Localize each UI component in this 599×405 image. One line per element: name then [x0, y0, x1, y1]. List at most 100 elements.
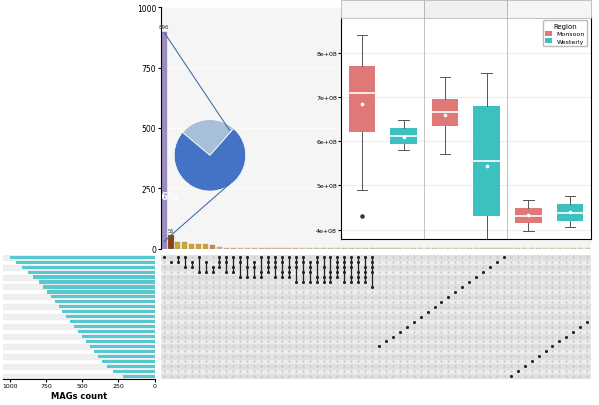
- Point: [513, 274, 522, 281]
- Point: [277, 269, 287, 276]
- Point: [353, 343, 363, 350]
- Point: [485, 279, 495, 286]
- Point: [527, 353, 537, 360]
- Bar: [293, 248, 298, 249]
- Point: [312, 328, 322, 335]
- Point: [361, 264, 370, 271]
- Point: [180, 319, 190, 325]
- Point: [513, 353, 522, 360]
- Point: [513, 324, 522, 330]
- Point: [264, 269, 273, 276]
- Point: [395, 274, 405, 281]
- Point: [576, 313, 585, 320]
- Point: [520, 264, 530, 271]
- Point: [409, 279, 419, 286]
- Point: [332, 363, 342, 369]
- Point: [499, 313, 509, 320]
- Point: [534, 333, 543, 340]
- Point: [235, 254, 245, 261]
- Point: [367, 299, 377, 305]
- Point: [284, 254, 294, 261]
- Point: [305, 264, 314, 271]
- Point: [416, 279, 425, 286]
- Point: [222, 333, 231, 340]
- Point: [437, 309, 446, 315]
- Point: [423, 309, 432, 315]
- Point: [340, 358, 349, 364]
- Point: [284, 333, 294, 340]
- Point: [520, 269, 530, 276]
- Point: [277, 328, 287, 335]
- Bar: [182, 243, 187, 249]
- Point: [367, 259, 377, 266]
- Point: [353, 368, 363, 375]
- Point: [568, 368, 578, 375]
- Point: [332, 259, 342, 266]
- Point: [222, 353, 231, 360]
- Point: [527, 358, 537, 364]
- Point: [402, 324, 412, 330]
- Point: [243, 269, 252, 276]
- Point: [513, 299, 522, 305]
- Point: [353, 289, 363, 296]
- Point: [326, 338, 335, 345]
- Point: [381, 343, 391, 350]
- Point: [485, 348, 495, 355]
- Point: [159, 313, 169, 320]
- Point: [520, 333, 530, 340]
- Point: [180, 353, 190, 360]
- Point: [353, 254, 363, 261]
- Point: [353, 373, 363, 379]
- Point: [506, 324, 516, 330]
- Point: [361, 299, 370, 305]
- Point: [437, 333, 446, 340]
- Point: [402, 338, 412, 345]
- Point: [485, 274, 495, 281]
- Point: [361, 279, 370, 286]
- Point: [547, 274, 557, 281]
- Point: [576, 294, 585, 301]
- Point: [527, 284, 537, 290]
- Point: [367, 333, 377, 340]
- Point: [534, 319, 543, 325]
- Point: [194, 254, 204, 261]
- Point: [395, 353, 405, 360]
- Point: [187, 274, 196, 281]
- Point: [332, 328, 342, 335]
- Point: [450, 254, 460, 261]
- Point: [520, 279, 530, 286]
- Bar: [3, 354, 155, 359]
- Point: [367, 358, 377, 364]
- Point: [374, 294, 384, 301]
- Point: [492, 313, 502, 320]
- Point: [437, 279, 446, 286]
- Point: [332, 279, 342, 286]
- Bar: [556, 205, 583, 221]
- Point: [243, 289, 252, 296]
- Point: [243, 368, 252, 375]
- Point: [291, 358, 301, 364]
- Point: [291, 343, 301, 350]
- Point: [194, 343, 204, 350]
- Point: [264, 338, 273, 345]
- Point: [499, 254, 509, 261]
- Point: [416, 274, 425, 281]
- Point: [395, 328, 405, 335]
- Point: [527, 324, 537, 330]
- Point: [381, 304, 391, 310]
- Point: [208, 333, 217, 340]
- Point: [332, 368, 342, 375]
- Bar: [43, 286, 155, 289]
- Point: [180, 294, 190, 301]
- Point: [547, 333, 557, 340]
- Point: [485, 294, 495, 301]
- Point: [409, 358, 419, 364]
- Point: [444, 304, 453, 310]
- Point: [214, 259, 224, 266]
- Point: [367, 284, 377, 290]
- Point: [388, 274, 398, 281]
- Point: [319, 368, 328, 375]
- Point: [194, 328, 204, 335]
- Point: [270, 274, 280, 281]
- Point: [214, 254, 224, 261]
